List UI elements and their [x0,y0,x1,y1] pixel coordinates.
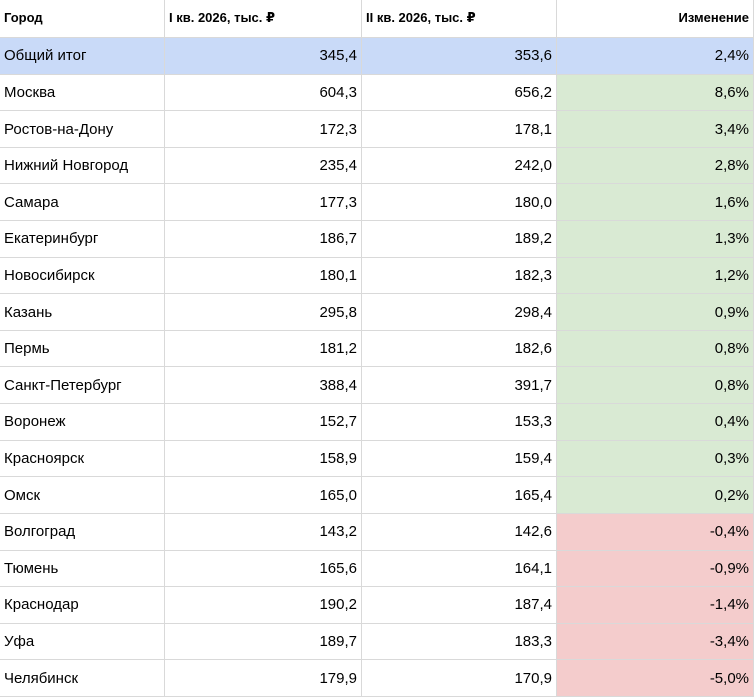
city-cell: Санкт-Петербург [0,367,165,405]
value-cell: 0,4% [557,404,754,441]
value-cell: -3,4% [557,623,754,661]
total-cell: 345,4 [165,38,362,75]
value-cell: 3,4% [557,111,754,148]
value-cell: 181,2 [165,330,362,368]
value-cell: 2,8% [557,147,754,185]
value-cell: 0,8% [557,330,754,368]
value-cell: 1,3% [557,221,754,258]
city-cell: Ростов-на-Дону [0,111,165,148]
value-cell: 656,2 [362,74,557,112]
value-cell: 165,6 [165,550,362,588]
city-cell: Воронеж [0,404,165,441]
value-cell: 388,4 [165,367,362,405]
value-cell: 180,0 [362,184,557,222]
value-cell: 180,1 [165,257,362,295]
value-cell: 182,6 [362,330,557,368]
value-cell: 164,1 [362,550,557,588]
value-cell: 179,9 [165,660,362,697]
value-cell: 158,9 [165,440,362,478]
city-cell: Екатеринбург [0,221,165,258]
value-cell: 604,3 [165,74,362,112]
value-cell: 153,3 [362,404,557,441]
value-cell: 189,7 [165,623,362,661]
value-cell: 298,4 [362,294,557,331]
total-cell: 2,4% [557,38,754,75]
value-cell: -1,4% [557,587,754,624]
value-cell: 142,6 [362,513,557,551]
header-cell: Город [0,0,165,38]
city-cell: Челябинск [0,660,165,697]
value-cell: 187,4 [362,587,557,624]
value-cell: 178,1 [362,111,557,148]
header-cell: II кв. 2026, тыс. ₽ [362,0,557,38]
city-cell: Москва [0,74,165,112]
value-cell: 182,3 [362,257,557,295]
city-cell: Нижний Новгород [0,147,165,185]
value-cell: 1,2% [557,257,754,295]
value-cell: 190,2 [165,587,362,624]
city-cell: Уфа [0,623,165,661]
value-cell: 391,7 [362,367,557,405]
city-cell: Краснодар [0,587,165,624]
value-cell: 177,3 [165,184,362,222]
city-cell: Казань [0,294,165,331]
header-cell: I кв. 2026, тыс. ₽ [165,0,362,38]
city-cell: Тюмень [0,550,165,588]
value-cell: 165,0 [165,477,362,514]
value-cell: 0,2% [557,477,754,514]
value-cell: 186,7 [165,221,362,258]
value-cell: 8,6% [557,74,754,112]
value-cell: 143,2 [165,513,362,551]
city-cell: Омск [0,477,165,514]
city-cell: Самара [0,184,165,222]
total-cell: Общий итог [0,38,165,75]
value-cell: 159,4 [362,440,557,478]
value-cell: 152,7 [165,404,362,441]
city-cell: Волгоград [0,513,165,551]
value-cell: 0,8% [557,367,754,405]
value-cell: 172,3 [165,111,362,148]
total-cell: 353,6 [362,38,557,75]
value-cell: -5,0% [557,660,754,697]
value-cell: 0,3% [557,440,754,478]
value-cell: 189,2 [362,221,557,258]
value-cell: 165,4 [362,477,557,514]
value-cell: 170,9 [362,660,557,697]
city-cell: Пермь [0,330,165,368]
city-cell: Красноярск [0,440,165,478]
value-cell: 295,8 [165,294,362,331]
city-cell: Новосибирск [0,257,165,295]
value-cell: 183,3 [362,623,557,661]
value-cell: 1,6% [557,184,754,222]
value-cell: -0,9% [557,550,754,588]
value-cell: 235,4 [165,147,362,185]
value-cell: -0,4% [557,513,754,551]
header-cell: Изменение [557,0,754,38]
value-cell: 242,0 [362,147,557,185]
value-cell: 0,9% [557,294,754,331]
